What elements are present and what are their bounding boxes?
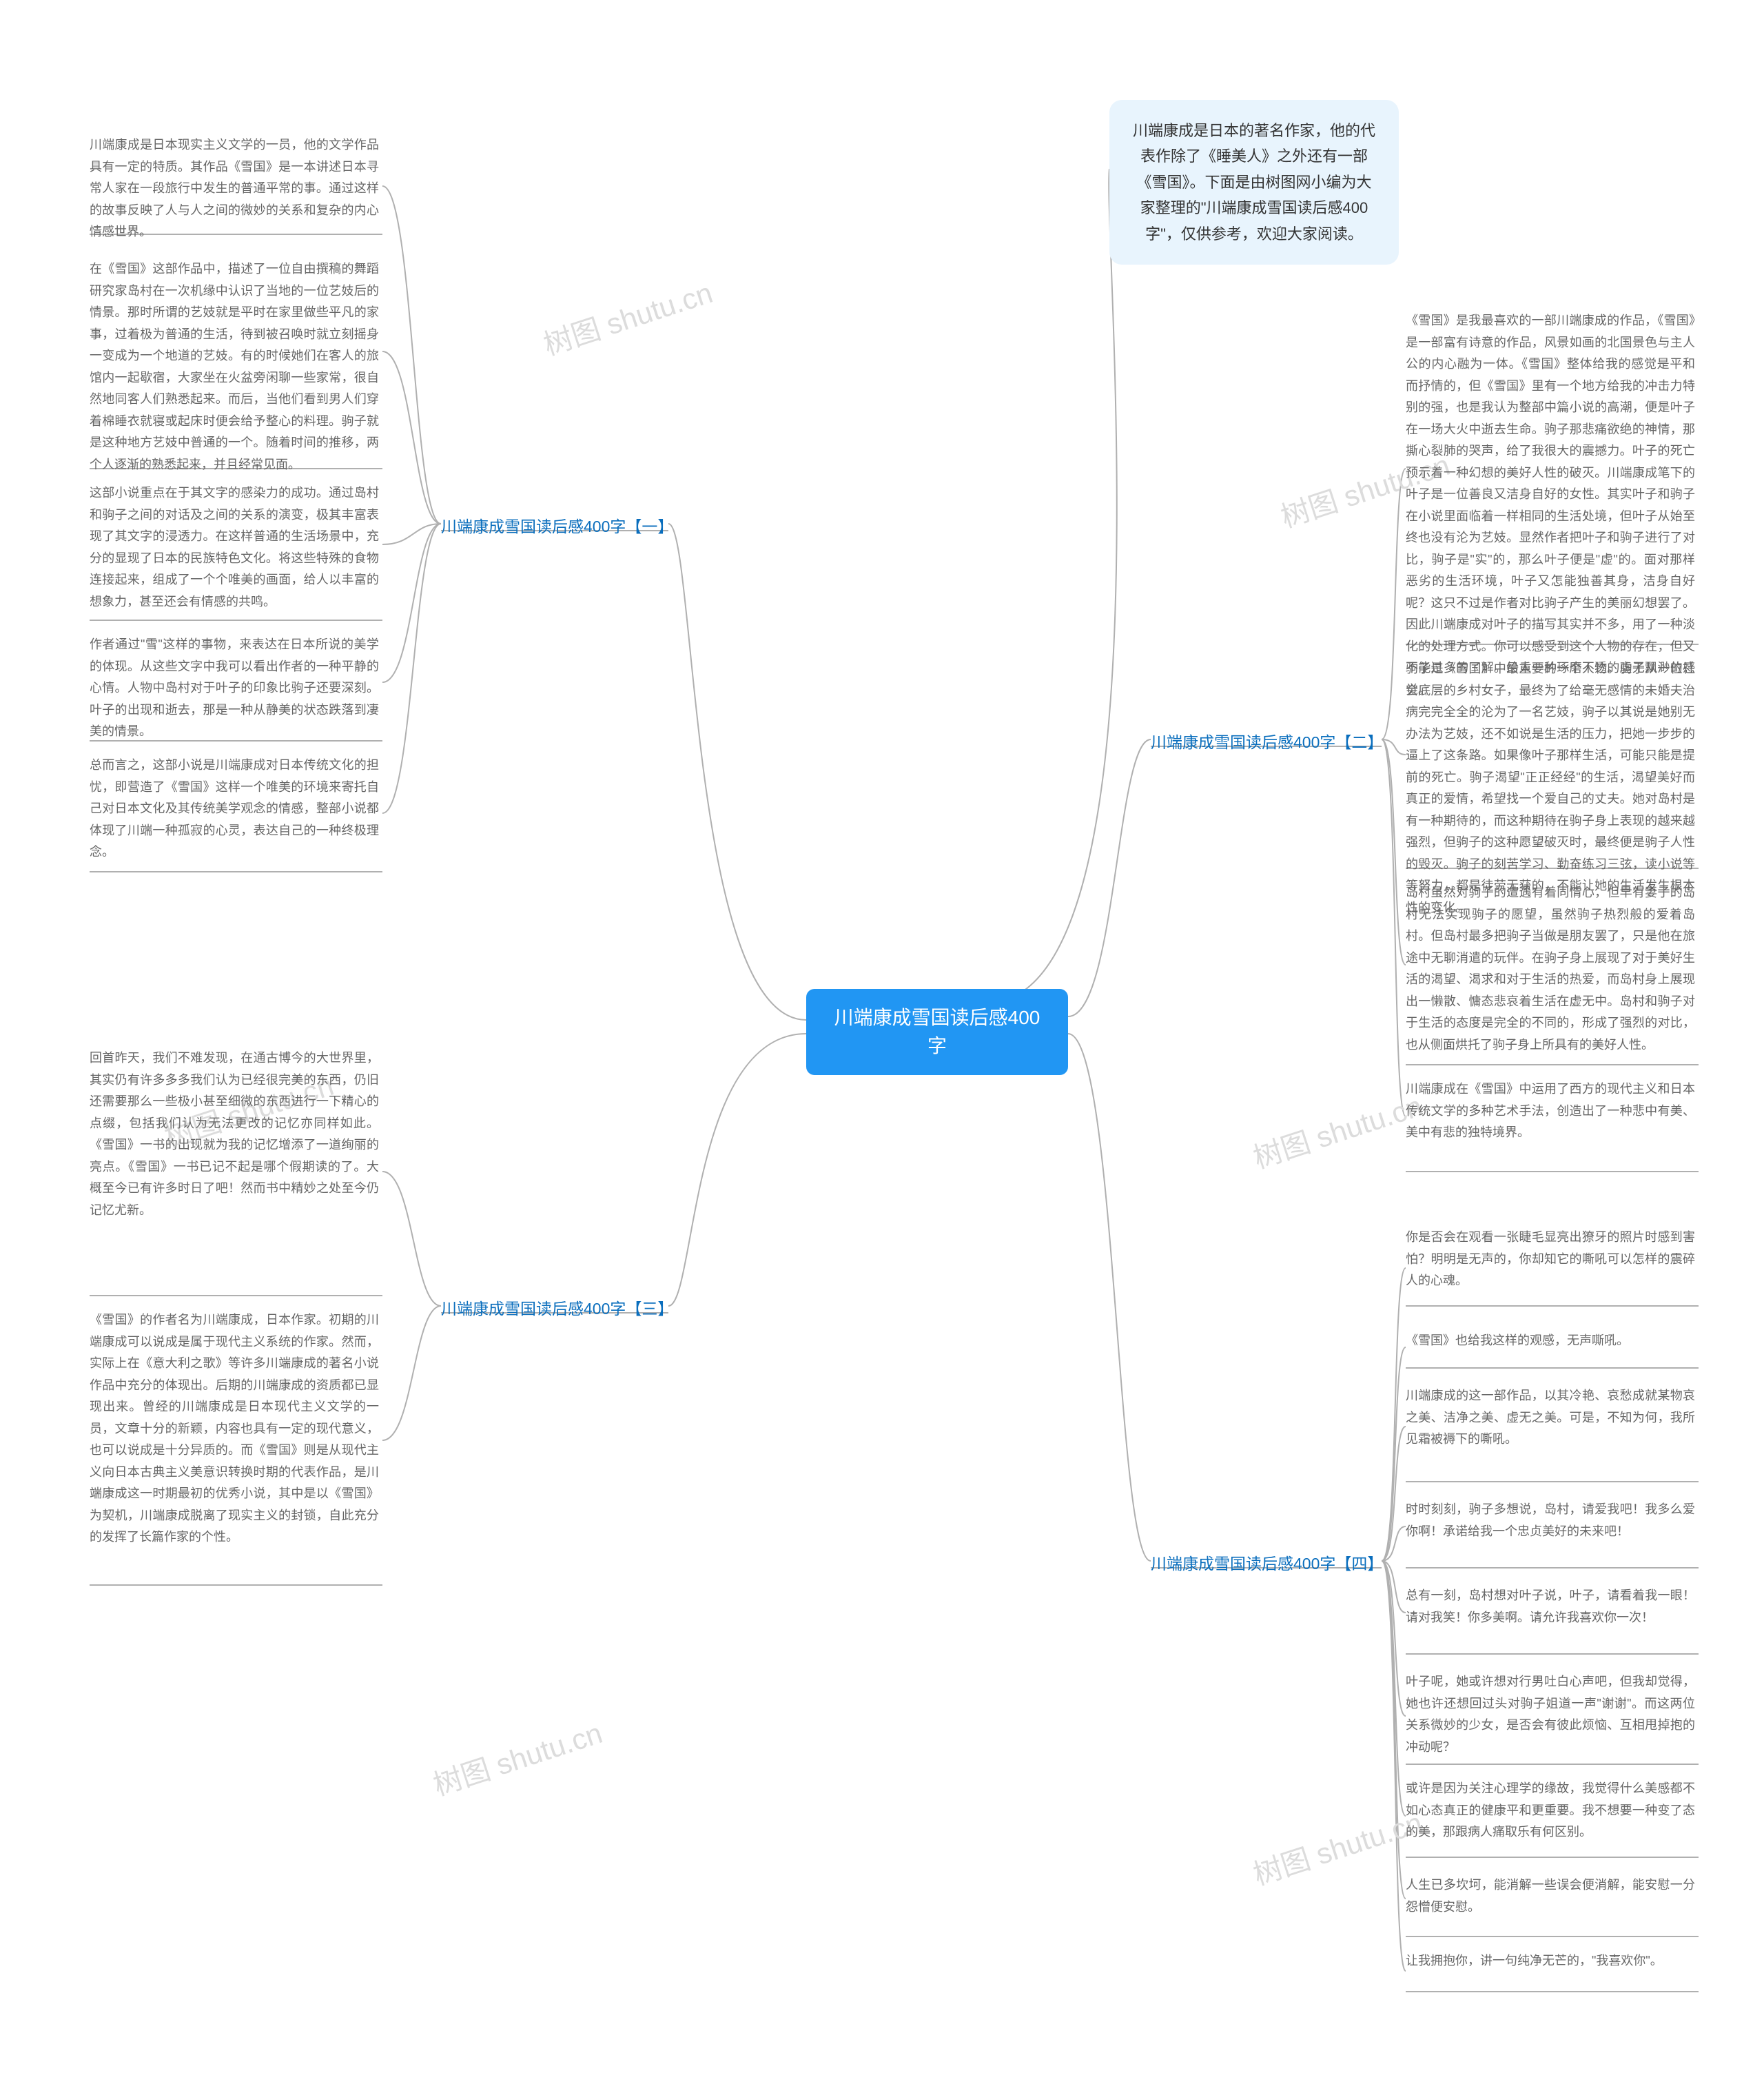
leaf-node: 作者通过"雪"这样的事物，来表达在日本所说的美学的体现。从这些文字中我可以看出作… [90,634,379,743]
leaf-node: 时时刻刻，驹子多想说，岛村，请爱我吧！我多么爱你啊！承诺给我一个忠贞美好的未来吧… [1406,1499,1695,1542]
leaf-node: 川端康成在《雪国》中运用了西方的现代主义和日本传统文学的多种艺术手法，创造出了一… [1406,1079,1695,1144]
branch-3-title[interactable]: 川端康成雪国读后感400字【三】 [441,1296,673,1323]
leaf-node: 回首昨天，我们不难发现，在通古博今的大世界里，其实仍有许多多多我们认为已经很完美… [90,1048,379,1221]
leaf-node: 川端康成是日本现实主义文学的一员，他的文学作品具有一定的特质。其作品《雪国》是一… [90,134,379,243]
leaf-node: 或许是因为关注心理学的缘故，我觉得什么美感都不如心态真正的健康平和更重要。我不想… [1406,1778,1695,1843]
leaf-node: 《雪国》也给我这样的观感，无声嘶吼。 [1406,1330,1695,1352]
watermark: 树图 shutu.cn [537,269,717,364]
center-node[interactable]: 川端康成雪国读后感400字 [806,989,1068,1075]
intro-bubble: 川端康成是日本的著名作家，他的代表作除了《睡美人》之外还有一部《雪国》。下面是由… [1109,100,1399,265]
leaf-node: 让我拥抱你，讲一句纯净无芒的，"我喜欢你"。 [1406,1950,1695,1972]
leaf-node: 人生已多坎坷，能消解一些误会便消解，能安慰一分怨憎便安慰。 [1406,1874,1695,1918]
branch-4-title[interactable]: 川端康成雪国读后感400字【四】 [1151,1551,1383,1578]
leaf-node: 《雪国》的作者名为川端康成，日本作家。初期的川端康成可以说成是属于现代主义系统的… [90,1309,379,1549]
leaf-node: 川端康成的这一部作品，以其冷艳、哀愁成就某物哀之美、洁净之美、虚无之美。可是，不… [1406,1385,1695,1451]
branch-2-title[interactable]: 川端康成雪国读后感400字【二】 [1151,729,1383,757]
leaf-node: 在《雪国》这部作品中，描述了一位自由撰稿的舞蹈研究家岛村在一次机缘中认识了当地的… [90,258,379,476]
watermark: 树图 shutu.cn [1247,1799,1427,1894]
leaf-node: 这部小说重点在于其文字的感染力的成功。通过岛村和驹子之间的对话及之间的关系的演变… [90,482,379,613]
leaf-node: 总有一刻，岛村想对叶子说，叶子，请看着我一眼！请对我笑！你多美啊。请允许我喜欢你… [1406,1585,1695,1628]
intro-text: 川端康成是日本的著名作家，他的代表作除了《睡美人》之外还有一部《雪国》。下面是由… [1133,122,1375,243]
leaf-node: 《雪国》是我最喜欢的一部川端康成的作品，《雪国》是一部富有诗意的作品，风景如画的… [1406,310,1695,701]
leaf-node: 叶子呢，她或许想对行男吐白心声吧，但我却觉得，她也许还想回过头对驹子姐道一声"谢… [1406,1671,1695,1758]
watermark: 树图 shutu.cn [427,1710,607,1804]
center-title: 川端康成雪国读后感400字 [834,1007,1040,1056]
branch-1-title[interactable]: 川端康成雪国读后感400字【一】 [441,513,673,541]
leaf-node: 驹子是《雪国》中最重要的一个人物。驹子从一位社会底层的乡村女子，最终为了给毫无感… [1406,658,1695,919]
watermark: 树图 shutu.cn [1247,1083,1427,1177]
leaf-node: 总而言之，这部小说是川端康成对日本传统文化的担忧，即营造了《雪国》这样一个唯美的… [90,755,379,863]
leaf-node: 岛村虽然对驹子的遭遇有着同情心，但早有妻子的岛村无法实现驹子的愿望，虽然驹子热烈… [1406,882,1695,1056]
leaf-node: 你是否会在观看一张睫毛显亮出獠牙的照片时感到害怕？明明是无声的，你却知它的嘶吼可… [1406,1227,1695,1292]
